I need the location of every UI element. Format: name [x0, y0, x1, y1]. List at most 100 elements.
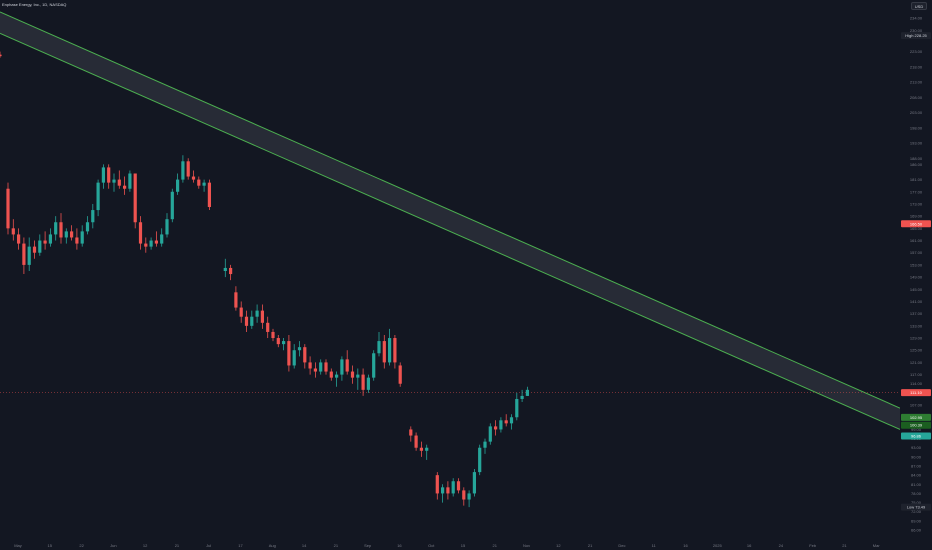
time-tick-label: 11 — [652, 543, 657, 548]
candle — [239, 301, 243, 323]
candle-body — [456, 481, 461, 491]
candle — [176, 173, 180, 195]
candle — [303, 344, 307, 369]
candle-body — [70, 231, 74, 238]
candle — [324, 359, 328, 375]
price-marker-tag-bg — [901, 220, 931, 228]
price-marker-tag: 166.50 — [901, 220, 931, 228]
candle-body — [234, 292, 238, 308]
current-price-tag: 111.10 — [901, 389, 931, 397]
price-tick-label: 75.00 — [911, 500, 922, 505]
candle — [520, 389, 524, 403]
candle-body — [419, 447, 423, 451]
price-tick-label: 169.00 — [910, 214, 923, 219]
price-marker2-tag: 96.86 — [901, 432, 931, 440]
price-marker-tag-text: 166.50 — [910, 221, 923, 226]
candle — [494, 420, 498, 436]
candle-body — [197, 179, 201, 186]
channel-lower-line — [0, 32, 900, 430]
candle-body — [388, 338, 392, 363]
time-tick-label: 15 — [461, 543, 466, 548]
candle — [282, 338, 286, 351]
candle — [11, 219, 15, 241]
price-tick-label: 145.00 — [910, 287, 923, 292]
price-tick-label: 203.00 — [910, 110, 923, 115]
time-tick-label: 21 — [842, 543, 847, 548]
candle — [207, 179, 211, 211]
candle-body — [27, 246, 31, 265]
candle — [329, 368, 333, 381]
time-tick-label: 12 — [556, 543, 561, 548]
price-tick-label: 72.00 — [911, 509, 922, 514]
candle — [229, 264, 233, 281]
candle — [138, 216, 143, 250]
price-tick-label: 87.00 — [911, 464, 922, 469]
time-tick-label: 21 — [588, 543, 593, 548]
candle — [456, 478, 461, 494]
candle — [91, 203, 95, 229]
candle — [446, 481, 450, 500]
price-tick-label: 193.00 — [910, 141, 923, 146]
candle — [244, 310, 249, 332]
candle — [335, 371, 339, 387]
price-tick-label: 137.00 — [910, 311, 923, 316]
candle-body — [59, 222, 63, 238]
candle-body — [488, 426, 492, 442]
candle-body — [75, 237, 79, 244]
candle-body — [308, 362, 312, 369]
time-tick-label: Sep — [364, 543, 372, 548]
price-chart[interactable] — [0, 0, 900, 538]
candle-body — [186, 161, 190, 177]
time-tick-label: May — [14, 543, 22, 548]
candle — [425, 444, 429, 460]
candle — [393, 334, 397, 369]
price-tick-label: 107.00 — [910, 403, 923, 408]
candle-body — [472, 472, 476, 494]
candle-body — [11, 228, 15, 235]
candle-body — [80, 231, 84, 244]
low-label-bg — [901, 503, 931, 511]
time-tick-label: 16 — [683, 543, 688, 548]
candle — [478, 444, 482, 476]
candle-body — [425, 447, 429, 451]
candle — [292, 344, 296, 369]
candle — [48, 228, 52, 247]
candle — [451, 478, 455, 497]
price-tick-label: 141.00 — [910, 299, 923, 304]
time-axis[interactable]: May 15 22 Jun 12 21 Jul 17 Aug 14 21 Sep 16 Oct 15 21 No… — [0, 539, 932, 550]
time-tick-label: 2025 — [713, 543, 723, 548]
candle-body — [335, 374, 339, 378]
time-tick-label: 12 — [143, 543, 148, 548]
candle-body — [361, 374, 365, 390]
time-scale[interactable]: May 15 22 Jun 12 21 Jul 17 Aug 14 21 Sep 16 Oct 15 21 No… — [0, 538, 932, 550]
candle-body — [123, 185, 127, 189]
price-marker2-tag-bg — [901, 432, 931, 440]
candle — [234, 286, 238, 311]
candle — [509, 414, 514, 430]
time-tick-label: Feb — [809, 543, 817, 548]
candle-body — [483, 441, 487, 448]
candle-body — [398, 365, 402, 384]
candle — [297, 341, 302, 357]
chart-pane[interactable]: Enphase Energy, Inc., 1D, NASDAQ — [0, 0, 900, 538]
current-price-tag-bg — [901, 389, 931, 397]
channel-bottom-tag-bg — [901, 421, 931, 429]
candle-body — [54, 222, 58, 235]
candle-body — [207, 182, 211, 208]
price-axis[interactable]: 234.00 230.00 223.00 218.00 213.00 208.00 203.… — [900, 0, 932, 538]
candle-body — [117, 179, 121, 186]
currency-button[interactable]: USD — [911, 2, 927, 10]
price-tick-label: 177.00 — [910, 189, 923, 194]
candle — [202, 179, 206, 192]
candle — [350, 365, 355, 384]
candle — [483, 438, 487, 454]
high-label-text: High 228.25 — [905, 33, 927, 38]
candle-body — [96, 182, 100, 211]
candle-body — [350, 371, 355, 378]
candle-body — [324, 362, 328, 372]
candle-body — [377, 341, 381, 354]
price-scale[interactable]: 234.00 230.00 223.00 218.00 213.00 208.00 203.… — [900, 0, 932, 538]
candle-body — [451, 481, 455, 494]
candle-body — [499, 420, 503, 430]
price-tick-label: 90.00 — [911, 454, 922, 459]
